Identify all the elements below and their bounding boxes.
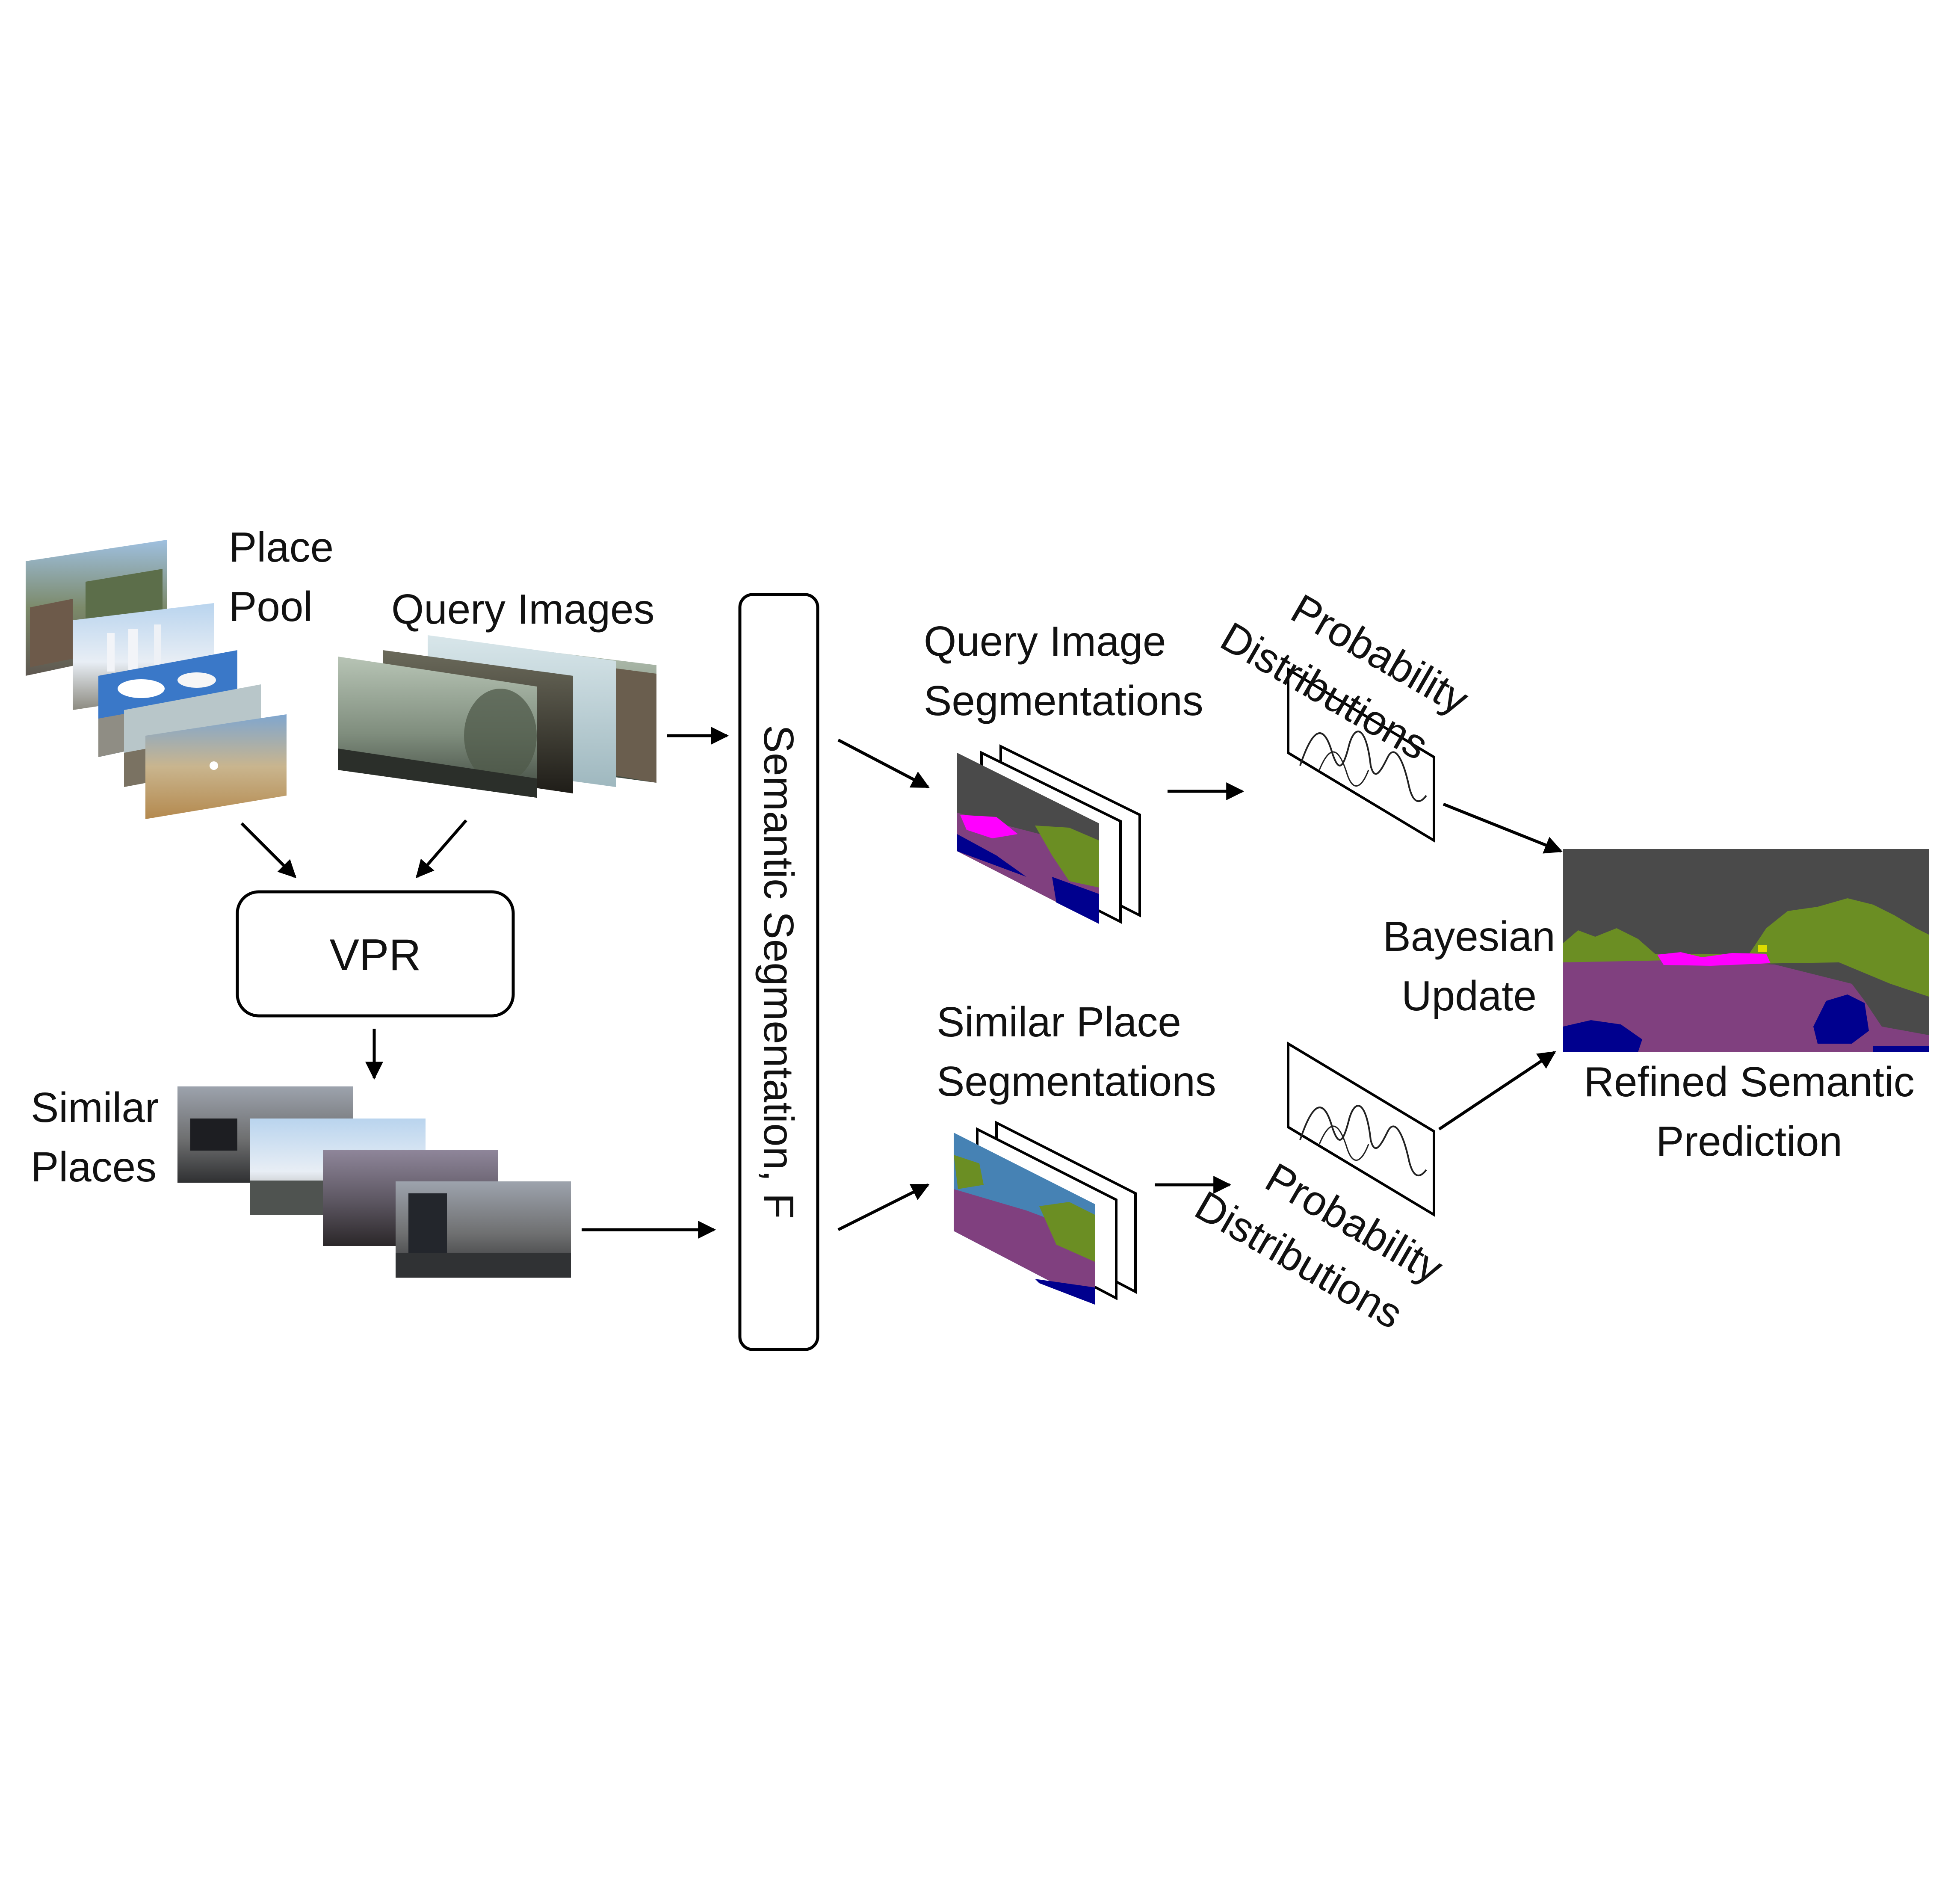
refined-car-right bbox=[1813, 994, 1869, 1044]
refined-prediction-line-2: Prediction bbox=[1656, 1118, 1842, 1165]
probability-distribution-card-top bbox=[1287, 667, 1435, 843]
distribution-curves-icon bbox=[1299, 1105, 1427, 1177]
place-pool-label-line-1: Place bbox=[229, 524, 334, 571]
arrow-to-query-segmentations bbox=[837, 738, 930, 789]
query-images-stack bbox=[338, 635, 656, 798]
seg-car-region bbox=[1035, 1279, 1095, 1305]
query-image-front bbox=[338, 657, 537, 798]
arrow-query-to-vpr bbox=[416, 819, 467, 879]
similar-place-segmentations-line-1: Similar Place bbox=[937, 998, 1181, 1045]
refined-sign bbox=[1657, 952, 1771, 966]
refined-prediction-line-1: Refined Semantic bbox=[1584, 1058, 1915, 1105]
probability-distribution-card-bottom bbox=[1287, 1041, 1435, 1217]
place-pool-image-5 bbox=[145, 714, 287, 819]
arrow-prob-top-to-refined bbox=[1443, 802, 1563, 854]
seg-sign-region bbox=[960, 815, 1018, 838]
arrow-pool-to-vpr bbox=[240, 822, 296, 878]
arrow-to-similar-segmentations bbox=[837, 1183, 930, 1231]
similar-place-segmentations-line-2: Segmentations bbox=[937, 1058, 1216, 1105]
refined-car-left bbox=[1563, 1020, 1642, 1052]
similar-segmentation-map bbox=[954, 1133, 1095, 1305]
seg-vegetation-left bbox=[954, 1155, 984, 1189]
seg-vegetation-region bbox=[1039, 1202, 1095, 1262]
refined-light bbox=[1758, 945, 1767, 952]
semantic-segmentation-label: Semantic Segmentation, F bbox=[755, 725, 802, 1219]
vpr-label: VPR bbox=[329, 930, 421, 980]
query-image-segmentations-line-2: Segmentations bbox=[924, 677, 1203, 725]
query-segmentation-map bbox=[957, 753, 1099, 924]
arrow-prob-bottom-to-refined bbox=[1438, 1051, 1556, 1130]
query-images-label: Query Images bbox=[391, 586, 655, 633]
place-pool-label: Place Pool bbox=[229, 518, 334, 636]
similar-place-segmentations-label: Similar Place Segmentations bbox=[937, 992, 1216, 1111]
bayesian-update-line-2: Update bbox=[1401, 972, 1537, 1020]
similar-places-label-line-2: Places bbox=[31, 1143, 157, 1191]
query-image-segmentations-line-1: Query Image bbox=[924, 618, 1166, 665]
similar-places-label-line-1: Similar bbox=[31, 1084, 159, 1131]
similar-place-image-4 bbox=[396, 1181, 571, 1278]
refined-prediction-map bbox=[1563, 849, 1929, 1052]
bayesian-update-line-1: Bayesian bbox=[1383, 913, 1555, 960]
seg-road-region bbox=[954, 1189, 1095, 1305]
place-pool-images bbox=[26, 540, 287, 819]
refined-vegetation bbox=[1563, 898, 1929, 997]
query-image-segmentations-label: Query Image Segmentations bbox=[924, 612, 1203, 731]
distribution-curves-icon bbox=[1299, 731, 1427, 802]
seg-vegetation-region bbox=[1035, 826, 1099, 888]
query-segmentation-stack bbox=[957, 744, 1141, 924]
bayesian-update-label: Bayesian Update bbox=[1369, 907, 1570, 1026]
refined-semantic-prediction-label: Refined Semantic Prediction bbox=[1557, 1052, 1942, 1171]
vpr-box bbox=[236, 890, 515, 1018]
seg-car-region bbox=[957, 834, 1026, 877]
similar-segmentation-stack bbox=[954, 1121, 1137, 1305]
seg-car-region-2 bbox=[1052, 877, 1099, 924]
semantic-segmentation-box bbox=[738, 593, 819, 1351]
place-pool-label-line-2: Pool bbox=[229, 583, 313, 630]
similar-places-stack bbox=[177, 1086, 571, 1278]
similar-places-label: Similar Places bbox=[31, 1078, 159, 1197]
